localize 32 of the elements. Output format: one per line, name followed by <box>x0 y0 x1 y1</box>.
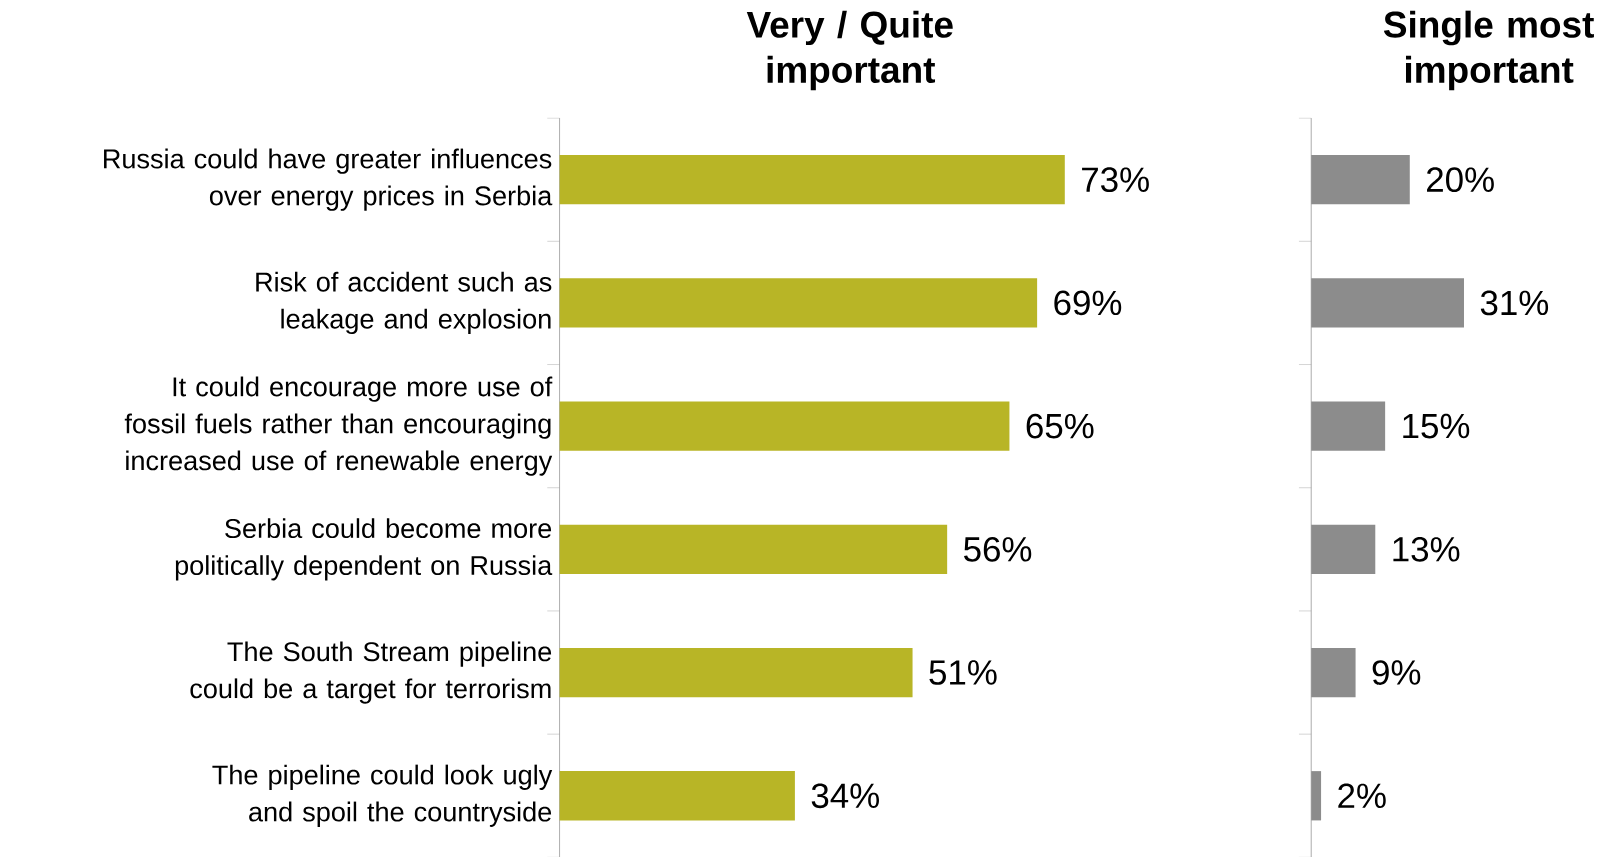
chart-title: Very / Quite important <box>746 10 953 91</box>
bar <box>1311 770 1322 821</box>
bar <box>559 278 1038 328</box>
y-tick-label: The pipeline could look ugly and spoil the countryside <box>212 764 553 827</box>
data-label: 56% <box>964 536 1032 562</box>
bar <box>1311 154 1410 205</box>
bar <box>1311 278 1464 328</box>
data-label: 9% <box>1372 660 1421 685</box>
y-tick-label: It could encourage more use of fossil fuels rather than encouraging increased use of renewable energy <box>124 376 553 476</box>
bar <box>559 770 795 821</box>
y-tick-label: The South Stream pipeline could be a target for terrorism <box>190 641 552 704</box>
bar <box>559 524 948 574</box>
bar <box>1311 647 1356 698</box>
data-label: 69% <box>1054 290 1122 316</box>
data-label: 65% <box>1026 413 1094 439</box>
data-label: 73% <box>1082 167 1149 192</box>
y-tick-label: Risk of accident such as leakage and explosion <box>256 271 552 334</box>
data-label: 20% <box>1427 167 1494 192</box>
bar <box>559 647 913 698</box>
bar <box>559 154 1065 205</box>
data-label: 13% <box>1393 536 1460 562</box>
data-label: 31% <box>1480 290 1549 316</box>
bar <box>1311 401 1386 451</box>
y-tick-label: Serbia could become more politically dependent on Russia <box>175 518 553 581</box>
y-tick-label: Russia could have greater influences over energy prices in Serbia <box>104 148 553 211</box>
data-label: 51% <box>929 660 997 685</box>
data-label: 15% <box>1403 413 1470 439</box>
data-label: 34% <box>811 783 879 808</box>
bar <box>1311 524 1376 574</box>
chart-title: Single most important <box>1383 10 1594 91</box>
bar <box>559 401 1010 451</box>
data-label: 2% <box>1338 783 1386 808</box>
